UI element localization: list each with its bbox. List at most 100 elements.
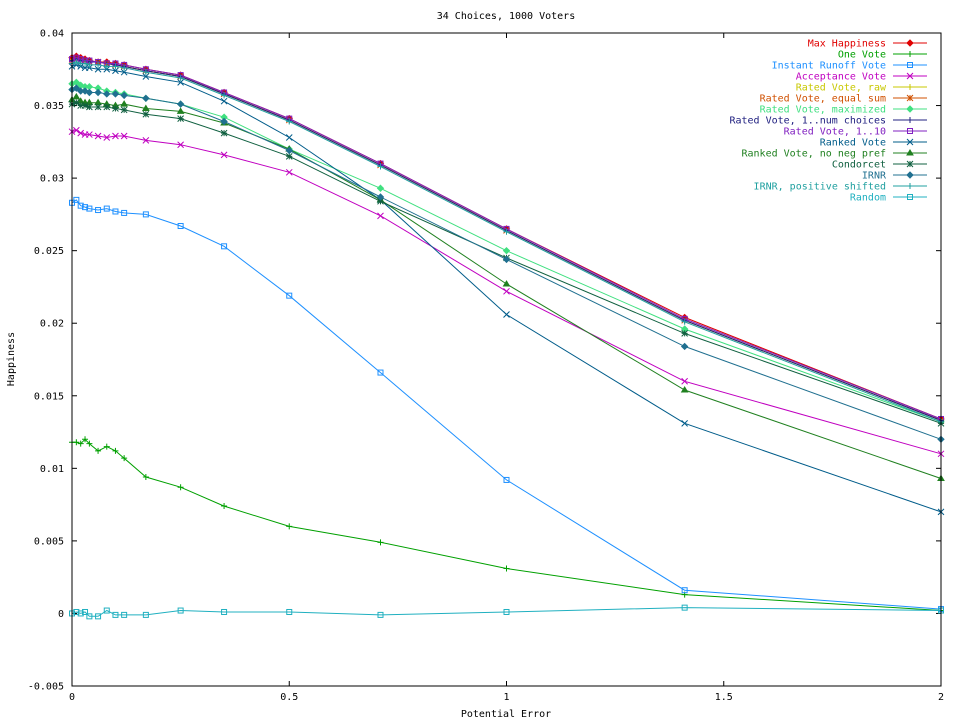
legend-entry: Ranked Vote [820, 138, 927, 149]
data-point [94, 65, 102, 73]
data-point [142, 211, 149, 218]
data-point [77, 102, 85, 109]
legend-label: IRNR, positive shifted [754, 182, 886, 193]
legend-label: Instant Runoff Vote [772, 61, 886, 72]
data-point [103, 103, 111, 111]
y-axis-label: Happiness [6, 332, 17, 386]
data-point [286, 523, 293, 530]
data-point [376, 193, 385, 201]
y-tick-label: 0.015 [34, 391, 64, 402]
data-point [285, 146, 293, 155]
x-tick-label: 1.5 [715, 692, 733, 703]
legend-swatch-marker [907, 117, 913, 123]
data-point [220, 97, 228, 105]
data-point [680, 342, 689, 351]
data-point [142, 69, 149, 76]
data-point [73, 608, 80, 615]
y-tick-label: 0.04 [40, 29, 64, 40]
data-point [72, 92, 81, 100]
data-point [77, 440, 84, 447]
data-point [120, 132, 128, 140]
data-point [103, 607, 110, 614]
data-point [86, 103, 93, 111]
data-point [681, 377, 688, 385]
legend-label: Ranked Vote, no neg pref [742, 149, 887, 160]
legend-entry: One Vote [838, 50, 927, 61]
data-point [121, 64, 128, 71]
data-point [177, 115, 184, 122]
data-point [176, 100, 185, 108]
data-point [120, 106, 128, 114]
data-point [73, 59, 80, 66]
legend-entry: Random [850, 193, 927, 204]
legend-label: One Vote [838, 50, 886, 61]
data-point [681, 419, 688, 427]
axis-ticks: -0.005 0 0.005 0.01 0.015 0.02 0.025 0.03 0.035 0… [28, 29, 944, 704]
legend-label: Rated Vote, 1..num choices [729, 116, 886, 127]
data-point [85, 88, 94, 97]
data-point [681, 587, 688, 594]
data-point [77, 202, 84, 209]
data-point [220, 117, 228, 126]
legend-label: Rated Vote, equal sum [760, 94, 886, 105]
data-point [377, 539, 384, 546]
legend-entry: Instant Runoff Vote [772, 61, 927, 72]
y-tick-label: -0.005 [28, 682, 64, 693]
data-point [72, 84, 81, 92]
y-tick-label: 0.025 [34, 246, 64, 257]
data-point [680, 386, 689, 393]
data-point [82, 60, 89, 67]
legend-label: Max Happiness [808, 39, 886, 50]
data-point [103, 443, 110, 450]
data-point [503, 228, 510, 235]
series-15 [69, 604, 944, 620]
data-point [142, 474, 149, 481]
data-point [285, 152, 293, 160]
legend-swatch-marker [907, 194, 913, 200]
legend-swatch-marker [907, 51, 913, 57]
data-point [681, 330, 688, 337]
data-point [285, 134, 293, 141]
data-point [121, 209, 128, 216]
series-layer [68, 52, 945, 620]
data-point [82, 204, 89, 211]
legend-swatch-marker [906, 105, 914, 113]
data-point [86, 61, 93, 68]
data-point [81, 102, 89, 109]
x-tick-label: 0.5 [280, 692, 298, 703]
data-point [177, 74, 184, 81]
data-point [120, 68, 128, 76]
legend-swatch-marker [906, 39, 914, 47]
data-point [177, 222, 184, 229]
legend-label: Rated Vote, maximized [760, 105, 886, 116]
data-point [112, 447, 119, 454]
data-point [95, 613, 102, 620]
data-point [95, 447, 102, 454]
data-point [142, 94, 150, 103]
legend-entry: IRNR, positive shifted [754, 182, 927, 193]
legend-label: Random [850, 193, 886, 204]
legend-label: Rated Vote, 1..10 [784, 127, 886, 138]
legend-label: Rated Vote, raw [796, 83, 887, 94]
data-point [220, 129, 228, 137]
data-point [73, 196, 80, 203]
data-point [142, 73, 150, 80]
data-point [94, 103, 102, 111]
data-point [142, 137, 150, 144]
data-point [120, 91, 128, 100]
data-point [377, 611, 384, 618]
data-point [72, 126, 80, 134]
data-point [681, 318, 688, 325]
data-point [121, 611, 128, 618]
series-13 [68, 84, 945, 444]
data-point [120, 100, 129, 107]
legend-swatch-marker [906, 72, 914, 80]
data-point [86, 205, 93, 212]
legend-swatch-marker [907, 62, 913, 68]
legend-entry: Rated Vote, 1..num choices [729, 116, 927, 127]
data-point [503, 476, 510, 483]
legend-swatch-marker [907, 128, 913, 134]
data-point [86, 131, 93, 138]
